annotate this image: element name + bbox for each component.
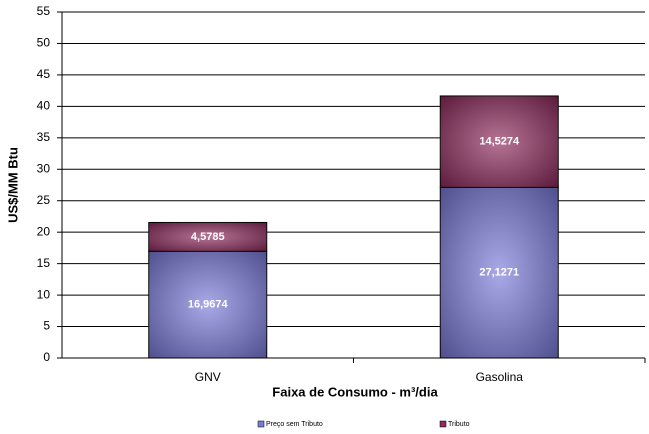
y-tick-label: 55 (37, 4, 51, 18)
y-tick-label: 5 (43, 319, 50, 333)
value-label: 4,5785 (191, 231, 225, 243)
y-tick-label: 0 (43, 350, 50, 364)
legend-label: Tributo (448, 421, 470, 428)
y-tick-label: 50 (37, 36, 51, 50)
y-tick-label: 40 (37, 99, 51, 113)
y-tick-label: 35 (37, 130, 51, 144)
y-tick-label: 45 (37, 67, 51, 81)
y-tick-label: 10 (37, 287, 51, 301)
x-axis-title: Faixa de Consumo - m³/dia (272, 384, 438, 399)
y-axis-title: US$/MM Btu (5, 147, 20, 223)
legend-swatch (257, 420, 265, 428)
x-tick-label: Gasolina (476, 370, 524, 384)
y-tick-label: 25 (37, 193, 51, 207)
y-tick-label: 15 (37, 256, 51, 270)
value-label: 27,1271 (479, 267, 519, 279)
y-tick-label: 20 (37, 224, 51, 238)
value-label: 14,5274 (479, 136, 520, 148)
y-tick-label: 30 (37, 161, 51, 175)
legend-swatch (439, 420, 447, 428)
x-tick-label: GNV (195, 370, 221, 384)
legend-label: Preço sem Tributo (266, 421, 323, 428)
value-label: 16,9674 (188, 299, 229, 311)
